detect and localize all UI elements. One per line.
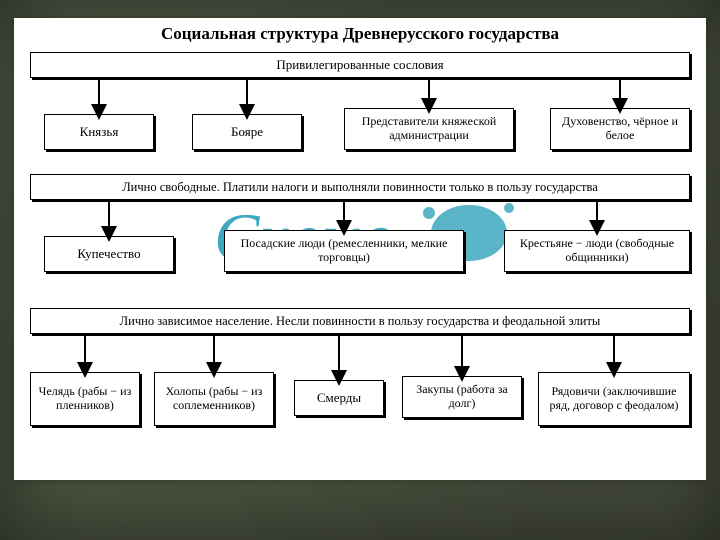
diagram-sheet: Социальная структура Древнерусского госу… bbox=[14, 18, 706, 480]
tier3-child-1: Холопы (рабы − из соплеменников) bbox=[154, 372, 274, 426]
tier1-child-2: Представители княжеской администрации bbox=[344, 108, 514, 150]
slide-background: Социальная структура Древнерусского госу… bbox=[0, 0, 720, 540]
tier1-header: Привилегированные сословия bbox=[30, 52, 690, 78]
tier2-child-2: Крестьяне − люди (свободные общинники) bbox=[504, 230, 690, 272]
tier1-child-1: Бояре bbox=[192, 114, 302, 150]
tier3-header: Лично зависимое население. Несли повинно… bbox=[30, 308, 690, 334]
tier2-child-1: Посадские люди (ремесленники, мелкие тор… bbox=[224, 230, 464, 272]
tier3-child-0: Челядь (рабы − из пленников) bbox=[30, 372, 140, 426]
diagram-title: Социальная структура Древнерусского госу… bbox=[14, 24, 706, 44]
tier3-child-2: Смерды bbox=[294, 380, 384, 416]
tier3-child-3: Закупы (работа за долг) bbox=[402, 376, 522, 418]
tier1-child-0: Князья bbox=[44, 114, 154, 150]
tier3-child-4: Рядовичи (заключившие ряд, договор с фео… bbox=[538, 372, 690, 426]
tier2-child-0: Купечество bbox=[44, 236, 174, 272]
tier1-child-3: Духовенство, чёрное и белое bbox=[550, 108, 690, 150]
tier2-header: Лично свободные. Платили налоги и выполн… bbox=[30, 174, 690, 200]
